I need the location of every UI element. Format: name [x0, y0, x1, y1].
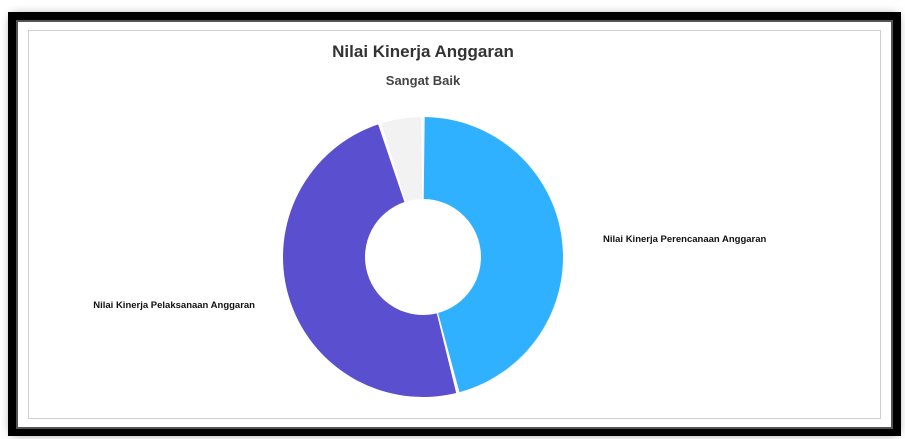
chart-panel [16, 20, 893, 429]
slice-labels: Nilai Kinerja Perencanaan Anggaran Nilai … [93, 234, 766, 311]
slice-label-1: Nilai Kinerja Pelaksanaan Anggaran [93, 300, 255, 311]
chart-subtitle: Sangat Baik [386, 73, 461, 88]
donut-slices [283, 117, 563, 397]
donut-slice-2 [381, 117, 423, 202]
donut-slice-0 [423, 117, 563, 393]
donut-slice-1 [283, 124, 457, 397]
chart-title: Nilai Kinerja Anggaran [332, 42, 514, 61]
slice-label-0: Nilai Kinerja Perencanaan Anggaran [603, 234, 767, 245]
